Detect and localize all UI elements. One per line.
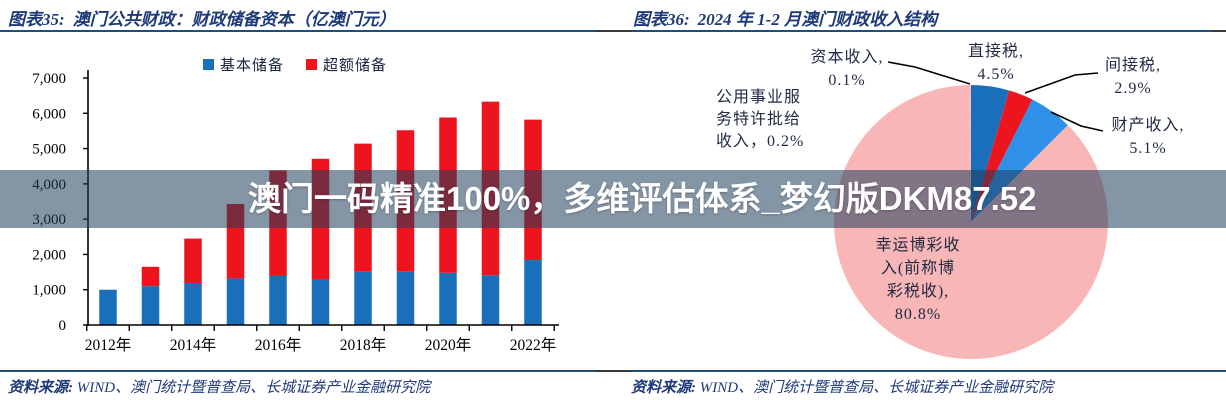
svg-text:6,000: 6,000 [32,106,66,122]
right-chart-title: 2024 年 1-2 月澳门财政收入结构 [697,10,938,29]
source-rule-junction [595,370,632,372]
right-source-line: 资料来源: WIND、澳门统计暨普查局、长城证券产业金融研究院 [631,376,1053,397]
right-source-text: WIND、澳门统计暨普查局、长城证券产业金融研究院 [699,380,1054,396]
svg-text:5,000: 5,000 [32,142,66,158]
pie-label-indirect-tax: 间接税, 2.9% [1104,57,1161,97]
header-rule-junction [595,30,632,32]
leader-line-indirect-tax [1024,72,1099,94]
legend-item-excess-reserve: 超额储备 [306,54,387,75]
left-source-label: 资料来源: [8,380,73,396]
pie-label-property-income: 财产收入, 5.1% [1111,117,1185,157]
legend-swatch-basic [203,59,214,70]
left-chart-title: 澳门公共财政：财政储备资本（亿澳门元） [72,10,396,29]
svg-text:2014年: 2014年 [170,336,217,354]
pie-label-capital-income: 资本收入, 0.1% [810,49,884,89]
source-rule-left [0,370,595,372]
right-chart-header: 图表36: 2024 年 1-2 月澳门财政收入结构 [633,5,937,30]
svg-text:7,000: 7,000 [32,71,66,87]
svg-text:2,000: 2,000 [32,247,66,263]
bar-chart-legend: 基本储备 超额储备 [203,54,387,75]
right-source-label: 资料来源: [631,380,696,396]
svg-text:2016年: 2016年 [255,336,302,354]
leader-line-capital-income [887,61,971,85]
legend-swatch-excess [306,59,318,70]
svg-text:2012年: 2012年 [85,336,132,354]
source-rule-right [632,370,1226,372]
legend-item-basic-reserve: 基本储备 [203,54,284,75]
header-rule-right [632,30,1213,32]
header-rule-end [1213,30,1226,32]
left-source-text: WIND、澳门统计暨普查局、长城证券产业金融研究院 [76,380,431,396]
watermark-band: 澳门一码精准100%，多维评估体系_梦幻版DKM87.52 [0,170,1226,228]
svg-text:2020年: 2020年 [425,336,472,354]
legend-label-basic: 基本储备 [220,58,285,74]
svg-text:2022年: 2022年 [510,336,557,354]
watermark-text: 澳门一码精准100%，多维评估体系_梦幻版DKM87.52 [248,180,1037,217]
svg-text:2018年: 2018年 [340,336,387,354]
svg-text:0: 0 [59,318,67,334]
pie-label-public-utility-income: 公用事业服 务特许批给 收入，0.2% [716,89,805,150]
right-chart-number: 图表36: [633,10,690,29]
leader-line-property-income [1050,111,1104,132]
left-chart-number: 图表35: [8,10,65,29]
left-chart-header: 图表35: 澳门公共财政：财政储备资本（亿澳门元） [8,5,396,30]
svg-text:1,000: 1,000 [32,283,66,299]
legend-label-excess: 超额储备 [323,58,388,74]
pie-label-direct-tax: 直接税, 4.5% [967,43,1024,83]
left-source-line: 资料来源: WIND、澳门统计暨普查局、长城证券产业金融研究院 [8,376,430,397]
pie-label-lucky-gaming-income: 幸运博彩收 入(前称博 彩税收), 80.8% [875,237,961,323]
header-rule-left [0,30,595,32]
